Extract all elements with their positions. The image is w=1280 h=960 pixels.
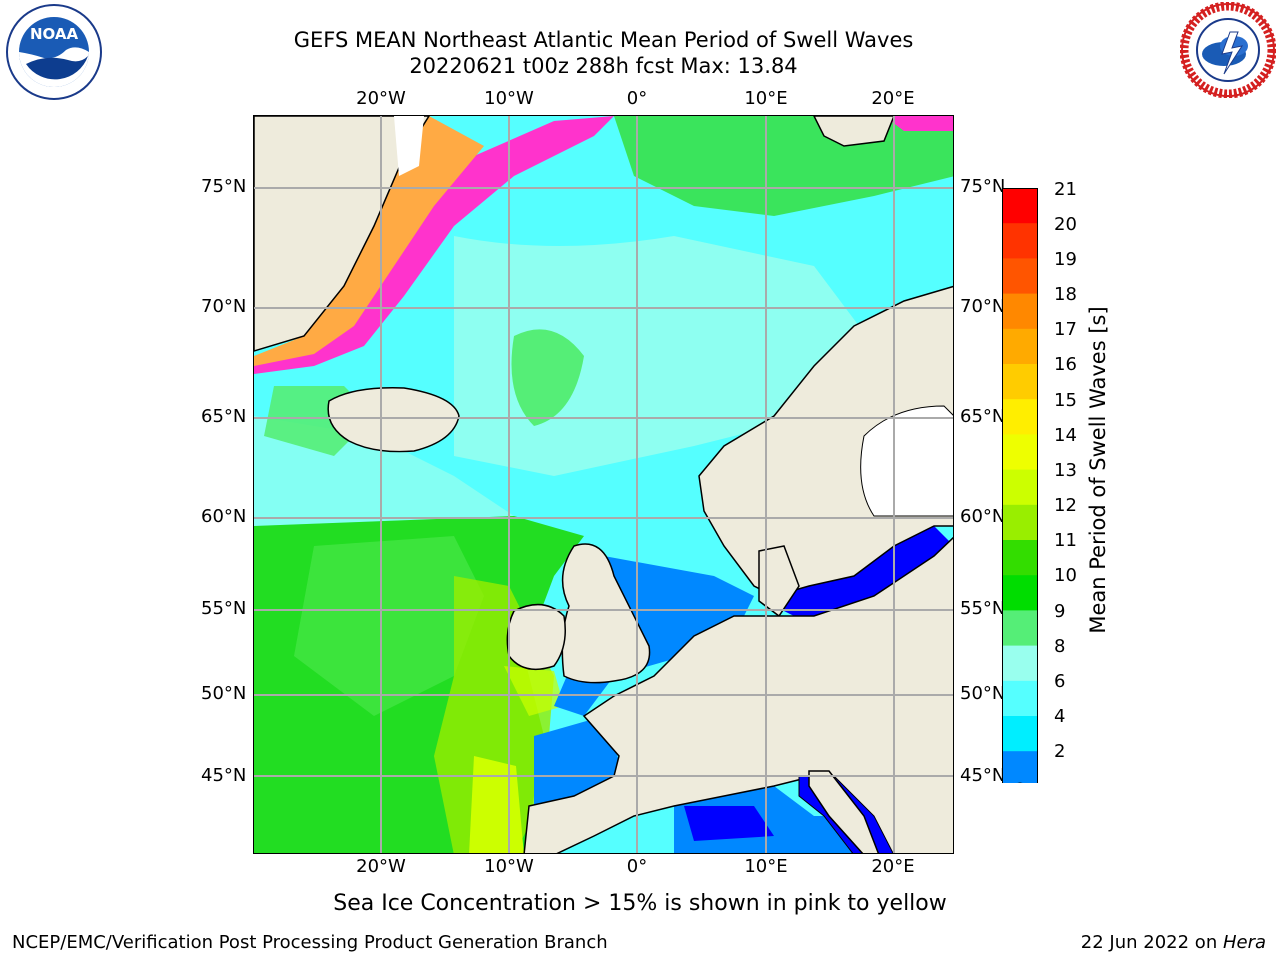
lon-label-top: 10°W [484, 88, 534, 109]
lon-label-bottom: 10°E [744, 856, 788, 877]
colorbar [1001, 188, 1039, 788]
colorbar-swatch [1002, 751, 1038, 787]
lon-label-top: 20°W [356, 88, 406, 109]
lon-label-bottom: 10°W [484, 856, 534, 877]
colorbar-swatch [1002, 645, 1038, 682]
lat-label-right: 50°N [960, 683, 1006, 704]
colorbar-tick: 2 [1054, 741, 1066, 762]
lat-label-left: 45°N [201, 765, 247, 786]
land-ireland [506, 603, 566, 671]
colorbar-tick: 8 [1054, 636, 1066, 657]
sea-ice-note: Sea Ice Concentration > 15% is shown in … [333, 891, 947, 916]
colorbar-tick: 4 [1054, 706, 1066, 727]
colorbar-swatch [1002, 364, 1038, 400]
colorbar-tick: 9 [1054, 601, 1066, 622]
colorbar-tick: 11 [1054, 530, 1077, 551]
lat-label-left: 70°N [201, 296, 247, 317]
colorbar-tick: 18 [1054, 284, 1077, 305]
colorbar-label: Mean Period of Swell Waves [s] [1086, 306, 1110, 634]
lat-label-left: 50°N [201, 683, 247, 704]
colorbar-swatch [1002, 540, 1038, 576]
nws-logo [1179, 1, 1277, 99]
colorbar-swatch [1002, 504, 1038, 541]
land-denmark [758, 545, 800, 618]
footer-host: Hera [1222, 932, 1266, 953]
noaa-logo: NOAA [6, 4, 102, 100]
colorbar-tick: 16 [1054, 354, 1077, 375]
land-italy [808, 770, 880, 853]
colorbar-swatch [1002, 223, 1038, 259]
lat-label-left: 55°N [201, 598, 247, 619]
land-iceland [327, 387, 460, 453]
colorbar-swatch [1002, 258, 1038, 295]
footer-date-text: 22 Jun 2022 on [1080, 932, 1223, 953]
colorbar-swatch [1002, 716, 1038, 752]
colorbar-tick: 20 [1054, 214, 1077, 235]
lat-label-right: 45°N [960, 765, 1006, 786]
colorbar-tick: 17 [1054, 319, 1077, 340]
graticule [254, 116, 953, 853]
colorbar-tick: 6 [1054, 671, 1066, 692]
colorbar-swatch [1002, 469, 1038, 506]
land-svalbard [813, 116, 895, 147]
lon-label-top: 0° [626, 88, 648, 109]
colorbar-tick: 10 [1054, 565, 1077, 586]
sea-ice-orange [254, 116, 484, 366]
colorbar-tick: 19 [1054, 249, 1077, 270]
colorbar-swatch [1002, 680, 1038, 717]
chart-title: GEFS MEAN Northeast Atlantic Mean Period… [293, 28, 914, 52]
colorbar-swatch [1002, 328, 1038, 365]
map-panel [253, 115, 954, 854]
colorbar-swatch [1002, 575, 1038, 611]
lon-label-top: 20°E [871, 88, 915, 109]
swell-period-map [254, 116, 953, 853]
lat-label-left: 75°N [201, 176, 247, 197]
lon-label-bottom: 20°E [871, 856, 915, 877]
footer-credit: NCEP/EMC/Verification Post Processing Pr… [12, 932, 608, 953]
sea-ice-pink [254, 116, 614, 374]
land-greenland [254, 116, 430, 352]
colorbar-tick: 12 [1054, 495, 1077, 516]
colorbar-tick: 14 [1054, 425, 1077, 446]
colorbar-swatch [1002, 434, 1038, 471]
lat-label-right: 60°N [960, 506, 1006, 527]
lat-label-left: 65°N [201, 406, 247, 427]
colorbar-tick: 21 [1054, 179, 1077, 200]
lon-label-top: 10°E [744, 88, 788, 109]
colorbar-swatch [1002, 188, 1038, 224]
lat-label-left: 60°N [201, 506, 247, 527]
colorbar-swatch [1002, 399, 1038, 435]
land-great-britain [561, 543, 651, 684]
lat-label-right: 70°N [960, 296, 1006, 317]
lon-label-bottom: 20°W [356, 856, 406, 877]
colorbar-swatches [1001, 188, 1039, 788]
colorbar-swatch [1002, 610, 1038, 647]
noaa-logo-text: NOAA [30, 25, 79, 43]
lon-label-bottom: 0° [626, 856, 648, 877]
colorbar-tick: 15 [1054, 390, 1077, 411]
lat-label-right: 55°N [960, 598, 1006, 619]
lat-label-right: 65°N [960, 406, 1006, 427]
colorbar-tick: 13 [1054, 460, 1077, 481]
footer-date: 22 Jun 2022 on Hera [1081, 932, 1266, 953]
lat-label-right: 75°N [960, 176, 1006, 197]
chart-subtitle: 20220621 t00z 288h fcst Max: 13.84 [409, 54, 798, 78]
colorbar-swatch [1002, 293, 1038, 330]
